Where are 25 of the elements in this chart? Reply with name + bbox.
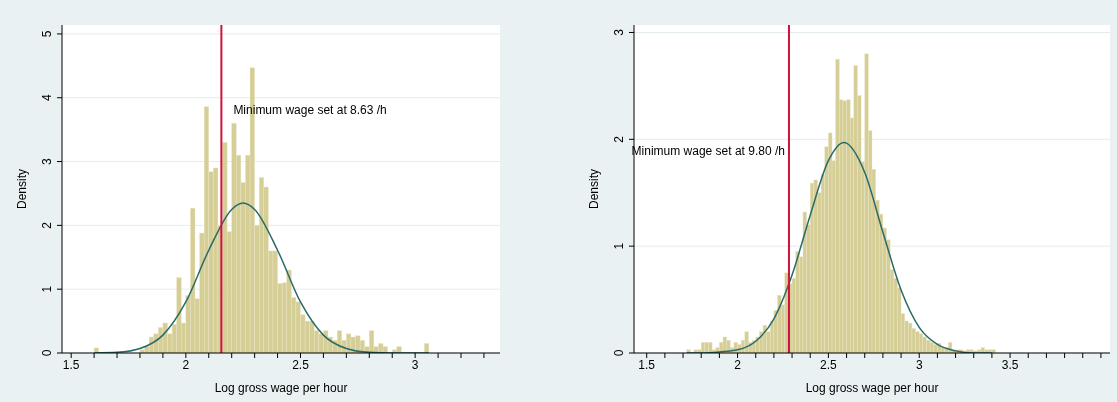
x-tick-label: 3 (915, 357, 923, 372)
y-tick-label: 0 (612, 349, 626, 357)
y-axis-title: Density (587, 168, 602, 210)
x-tick-label: 1.5 (62, 357, 80, 372)
y-tick-label: 0 (40, 349, 54, 357)
x-tick-label: 3.5 (1001, 357, 1019, 372)
ref-line-label: Minimum wage set at 8.63 /h (233, 103, 387, 118)
ref-line-label: Minimum wage set at 9.80 /h (631, 144, 785, 159)
x-axis-title: Log gross wage per hour (214, 381, 348, 395)
y-tick-label: 3 (612, 28, 626, 36)
y-axis-title: Density (15, 168, 30, 210)
x-tick-label: 2 (734, 357, 742, 372)
x-tick-label: 3 (411, 357, 419, 372)
x-axis-title: Log gross wage per hour (805, 381, 939, 395)
y-tick-label: 1 (40, 285, 54, 293)
x-tick-label: 1.5 (638, 357, 656, 372)
x-tick-label: 2.5 (292, 357, 310, 372)
x-tick-label: 2.5 (820, 357, 838, 372)
y-tick-label: 1 (612, 242, 626, 250)
y-tick-label: 4 (40, 94, 54, 102)
y-tick-label: 5 (40, 30, 54, 38)
x-tick-label: 2 (182, 357, 190, 372)
y-tick-label: 2 (40, 221, 54, 229)
y-tick-label: 2 (612, 135, 626, 143)
y-tick-label: 3 (40, 157, 54, 165)
